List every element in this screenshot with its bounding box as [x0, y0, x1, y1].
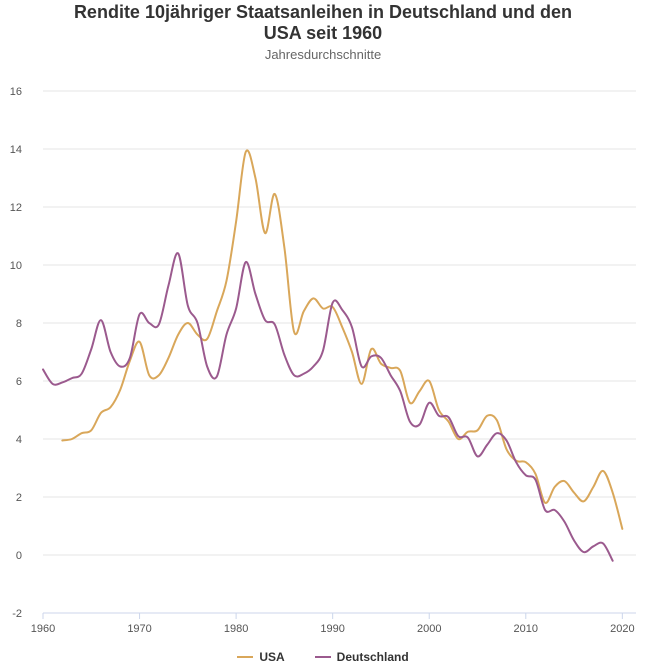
legend-label-deutschland: Deutschland	[336, 650, 409, 664]
legend-swatch-usa	[237, 656, 254, 658]
chart-title-line-2: USA seit 1960	[263, 23, 383, 43]
y-tick-label-0: 0	[16, 550, 22, 562]
grid-lines	[43, 90, 636, 556]
y-tick-label-2: 2	[16, 492, 22, 504]
y-axis: -2 0 2 4 6 8 10 12 14 16	[10, 86, 22, 620]
y-tick-label-16: 16	[10, 86, 22, 98]
x-tick-label-2000: 2000	[417, 623, 441, 635]
legend: USA Deutschland	[0, 650, 646, 664]
y-tick-label-8: 8	[16, 318, 22, 330]
legend-swatch-deutschland	[314, 656, 331, 658]
chart-title-line-1: Rendite 10jähriger Staatsanleihen in Deu…	[73, 2, 573, 22]
chart-subtitle: Jahresdurchschnitte	[264, 47, 382, 62]
x-tick-label-1970: 1970	[127, 623, 151, 635]
y-tick-label--2: -2	[12, 608, 22, 620]
series-lines	[42, 149, 624, 562]
x-tick-label-1980: 1980	[224, 623, 248, 635]
y-tick-label-12: 12	[10, 202, 22, 214]
x-tick-label-2020: 2020	[610, 623, 634, 635]
series-line-deutschland	[42, 252, 614, 562]
x-axis: 1960 1970 1980 1990 2000 2010 2020	[31, 612, 636, 635]
x-tick-label-1990: 1990	[320, 623, 344, 635]
y-tick-label-4: 4	[16, 434, 22, 446]
y-tick-label-10: 10	[10, 260, 22, 272]
y-tick-label-6: 6	[16, 376, 22, 388]
legend-item-deutschland[interactable]: Deutschland	[314, 650, 409, 664]
x-tick-label-1960: 1960	[31, 623, 55, 635]
x-tick-label-2010: 2010	[514, 623, 538, 635]
line-chart: -2 0 2 4 6 8 10 12 14 16 1960 1970 1980 1990 2000 2010…	[10, 86, 636, 635]
chart-title: Rendite 10jähriger Staatsanleihen in Deu…	[0, 2, 646, 44]
y-tick-label-14: 14	[10, 144, 22, 156]
legend-item-usa[interactable]: USA	[237, 650, 285, 664]
series-line-usa	[61, 149, 624, 530]
legend-label-usa: USA	[259, 650, 285, 664]
